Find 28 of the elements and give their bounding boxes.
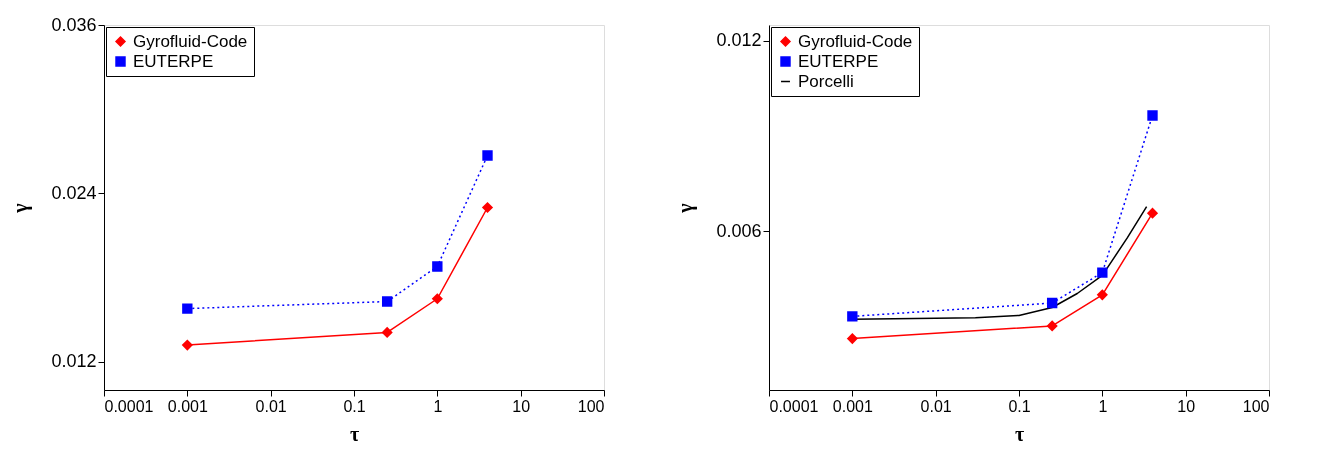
x-tick-label: 1 <box>433 397 443 415</box>
legend-label: EUTERPE <box>798 51 879 71</box>
x-tick-label: 10 <box>512 397 531 415</box>
x-tick-label: 10 <box>1177 397 1196 415</box>
x-tick-label: 0.001 <box>832 397 873 415</box>
y-axis-title: γ <box>9 202 33 214</box>
y-axis-title: γ <box>674 202 698 214</box>
y-tick-label: 0.036 <box>51 14 97 35</box>
x-tick-label: 0.01 <box>255 397 287 415</box>
x-tick-label: 0.01 <box>920 397 952 415</box>
x-axis-title: τ <box>1014 422 1025 445</box>
x-axis-title: τ <box>349 422 360 445</box>
x-tick-label: 100 <box>1242 397 1270 415</box>
x-tick-label: 0.001 <box>167 397 208 415</box>
legend-label: Porcelli <box>798 71 854 91</box>
x-tick-label: 1 <box>1098 397 1108 415</box>
x-tick-label: 0.1 <box>1008 397 1031 415</box>
y-tick-label: 0.006 <box>716 220 762 241</box>
x-tick-label: 100 <box>577 397 605 415</box>
legend-label: Gyrofluid-Code <box>798 31 913 51</box>
y-tick-label: 0.012 <box>716 30 762 51</box>
y-tick-label: 0.024 <box>51 182 97 203</box>
legend-label: EUTERPE <box>133 51 214 71</box>
x-tick-label: 0.0001 <box>769 397 819 415</box>
y-tick-label: 0.012 <box>51 351 97 372</box>
legend-label: Gyrofluid-Code <box>133 31 248 51</box>
x-tick-label: 0.1 <box>343 397 366 415</box>
x-tick-label: 0.0001 <box>104 397 154 415</box>
